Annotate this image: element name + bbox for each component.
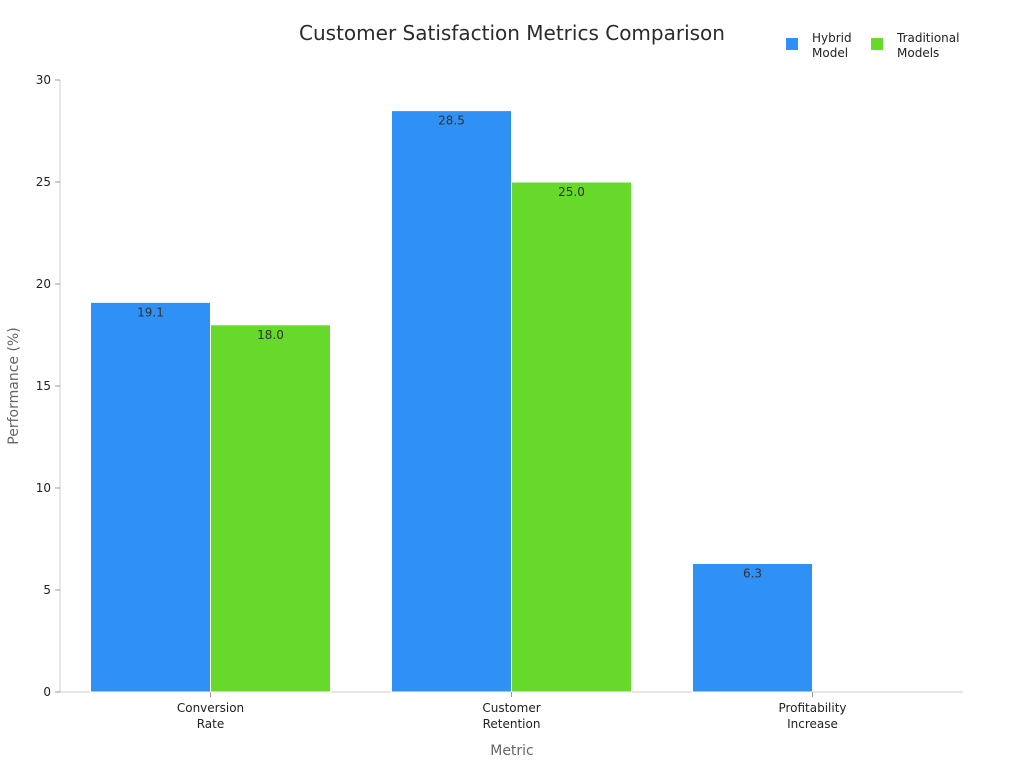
bar-traditional-models-0 — [210, 324, 331, 693]
legend-swatch — [871, 38, 883, 50]
y-tick-label: 5 — [43, 583, 51, 597]
legend-label-line: Hybrid — [812, 31, 852, 45]
x-tick-label-line: Customer — [482, 701, 540, 715]
x-tick-label-line: Profitability — [778, 701, 846, 715]
chart-title: Customer Satisfaction Metrics Comparison — [299, 21, 725, 45]
x-tick-label-line: Conversion — [177, 701, 244, 715]
legend-label: Hybrid Model — [812, 31, 852, 60]
legend-label-line: Traditional — [896, 31, 959, 45]
x-tick-label-line: Rate — [197, 717, 225, 731]
y-tick-label: 30 — [36, 73, 51, 87]
y-tick-label: 15 — [36, 379, 51, 393]
data-label: 19.1 — [137, 305, 164, 319]
data-label: 6.3 — [743, 566, 762, 580]
y-tick-label: 25 — [36, 175, 51, 189]
data-label: 25.0 — [558, 185, 585, 199]
data-label: 28.5 — [438, 114, 465, 128]
y-tick-label: 10 — [36, 481, 51, 495]
legend-label-line: Models — [897, 46, 939, 60]
bar-hybrid-model-2 — [692, 562, 813, 693]
x-tick-label: Customer Retention — [482, 701, 540, 731]
y-tick-label: 0 — [43, 685, 51, 699]
x-tick-label: Conversion Rate — [177, 701, 244, 731]
legend-swatch — [786, 38, 798, 50]
x-axis-title: Metric — [490, 743, 534, 759]
legend-label: Traditional Models — [896, 31, 959, 60]
legend-label-line: Model — [812, 46, 848, 60]
x-tick-label-line: Retention — [483, 717, 541, 731]
y-axis-title: Performance (%) — [6, 327, 22, 444]
x-tick-label-line: Increase — [787, 717, 838, 731]
bar-hybrid-model-1 — [391, 110, 512, 693]
y-tick-label: 20 — [36, 277, 51, 291]
data-label: 18.0 — [257, 328, 284, 342]
x-tick-label: Profitability Increase — [778, 701, 846, 731]
bar-hybrid-model-0 — [90, 301, 211, 693]
bar-traditional-models-1 — [511, 181, 632, 693]
